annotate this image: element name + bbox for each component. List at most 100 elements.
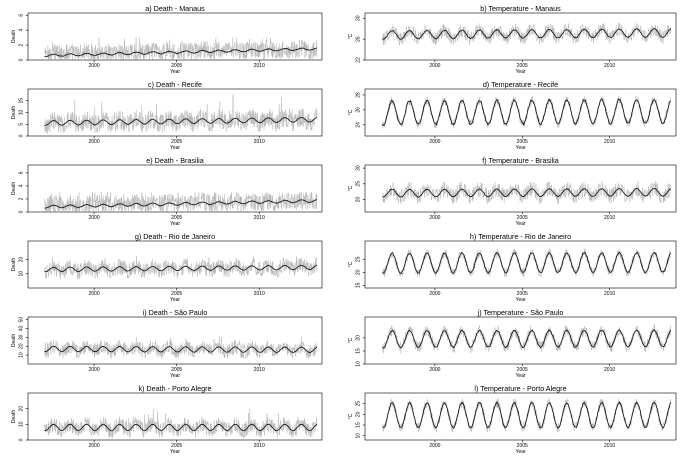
panel-title: h) Temperature - Rio de Janeiro — [470, 232, 571, 241]
plot-frame — [364, 88, 677, 137]
y-tick-label: 0 — [18, 134, 24, 137]
y-tick-label: 25 — [355, 401, 361, 407]
x-tick-label: 2005 — [517, 215, 528, 221]
y-tick-label: 0 — [18, 210, 24, 213]
x-axis-label: Year — [170, 145, 180, 151]
x-tick-label: 2010 — [604, 63, 615, 69]
x-tick-label: 2010 — [254, 443, 265, 449]
panel-title: g) Death - Rio de Janeiro — [135, 232, 215, 241]
panel-title: l) Temperature - Porto Alegre — [474, 384, 566, 393]
plot-frame — [27, 240, 323, 289]
plot-frame — [27, 12, 323, 61]
x-axis-label: Year — [515, 373, 525, 379]
y-tick-label: 30 — [18, 334, 24, 340]
y-tick-label: 20 — [18, 343, 24, 349]
x-tick-label: 2005 — [171, 215, 182, 221]
y-tick-label: 10 — [355, 433, 361, 439]
raw-series-line — [382, 324, 672, 354]
smoothed-series-line — [382, 98, 672, 127]
x-axis-label: Year — [170, 221, 180, 227]
raw-series-line — [382, 95, 672, 130]
panel-c: c) Death - Recife 2000 2005 2010 Year 0 5 10 15D… — [11, 80, 323, 151]
plot-frame — [364, 392, 677, 441]
y-tick-label: 20 — [18, 257, 24, 263]
y-tick-label: 50 — [18, 317, 24, 323]
x-axis-label: Year — [515, 297, 525, 303]
raw-series-line — [382, 22, 672, 46]
x-axis-label: Year — [170, 69, 180, 75]
smoothed-series-line — [382, 251, 672, 275]
smoothed-series-line — [44, 345, 318, 353]
raw-series-line — [44, 37, 318, 61]
y-tick-label: 26 — [355, 107, 361, 113]
panel-title: f) Temperature - Brasilia — [482, 156, 559, 165]
y-tick-label: 30 — [355, 165, 361, 171]
y-tick-label: 20 — [355, 335, 361, 341]
panel-title: b) Temperature - Manaus — [480, 4, 561, 13]
y-tick-label: 20 — [18, 406, 24, 412]
x-axis-label: Year — [515, 221, 525, 227]
y-tick-label: 10 — [355, 361, 361, 367]
smoothed-series-line — [382, 401, 672, 430]
raw-series-line — [44, 336, 318, 360]
x-tick-label: 2000 — [429, 215, 440, 221]
y-axis-label: Death — [11, 182, 17, 196]
y-tick-label: 28 — [355, 92, 361, 98]
panel-h: h) Temperature - Rio de Janeiro 2000 2005 2… — [348, 232, 677, 303]
y-tick-label: 15 — [355, 348, 361, 354]
y-tick-label: 10 — [18, 271, 24, 277]
raw-series-line — [44, 408, 318, 439]
y-tick-label: 2 — [18, 43, 24, 46]
smoothed-series-line — [44, 116, 318, 126]
x-tick-label: 2005 — [517, 367, 528, 373]
x-axis-label: Year — [515, 145, 525, 151]
y-tick-label: 40 — [18, 326, 24, 332]
x-tick-label: 2000 — [89, 291, 100, 297]
smoothed-series-line — [44, 199, 318, 209]
y-axis-label: °C — [348, 413, 354, 419]
y-tick-label: 10 — [18, 110, 24, 116]
panel-title: i) Death - São Paulo — [143, 308, 208, 317]
x-axis-label: Year — [515, 69, 525, 75]
panel-title: e) Death - Brasilia — [146, 156, 204, 165]
x-axis-label: Year — [170, 297, 180, 303]
plot-frame — [27, 392, 323, 441]
panel-d: d) Temperature - Recife 2000 2005 2010 Year 2… — [348, 80, 677, 151]
y-axis-label: Death — [11, 30, 17, 44]
panel-title: d) Temperature - Recife — [483, 80, 558, 89]
x-tick-label: 2000 — [89, 139, 100, 145]
panel-f: f) Temperature - Brasilia 2000 2005 2010 Yea… — [348, 156, 677, 227]
x-tick-label: 2005 — [171, 367, 182, 373]
y-axis-label: °C — [348, 261, 354, 267]
y-tick-label: 10 — [18, 421, 24, 427]
y-tick-label: 25 — [355, 256, 361, 262]
x-tick-label: 2010 — [604, 215, 615, 221]
x-tick-label: 2005 — [171, 63, 182, 69]
y-axis-label: °C — [348, 185, 354, 191]
x-tick-label: 2005 — [517, 139, 528, 145]
x-tick-label: 2000 — [429, 291, 440, 297]
y-tick-label: 4 — [18, 184, 24, 187]
panel-e: e) Death - Brasilia 2000 2005 2010 Year 0 2 4 6 D… — [11, 156, 323, 227]
smoothed-series-line — [44, 423, 318, 432]
y-tick-label: 30 — [355, 15, 361, 21]
y-tick-label: 4 — [18, 29, 24, 32]
x-axis-label: Year — [515, 449, 525, 455]
y-tick-label: 6 — [18, 14, 24, 17]
x-tick-label: 2010 — [604, 291, 615, 297]
x-tick-label: 2010 — [254, 139, 265, 145]
x-tick-label: 2000 — [89, 443, 100, 449]
x-tick-label: 2010 — [604, 139, 615, 145]
x-tick-label: 2000 — [89, 63, 100, 69]
x-tick-label: 2010 — [604, 367, 615, 373]
y-tick-label: 20 — [355, 269, 361, 275]
x-tick-label: 2005 — [171, 443, 182, 449]
x-tick-label: 2010 — [254, 215, 265, 221]
plot-frame — [364, 240, 677, 289]
y-axis-label: Death — [11, 258, 17, 272]
x-tick-label: 2000 — [429, 139, 440, 145]
x-tick-label: 2005 — [517, 63, 528, 69]
